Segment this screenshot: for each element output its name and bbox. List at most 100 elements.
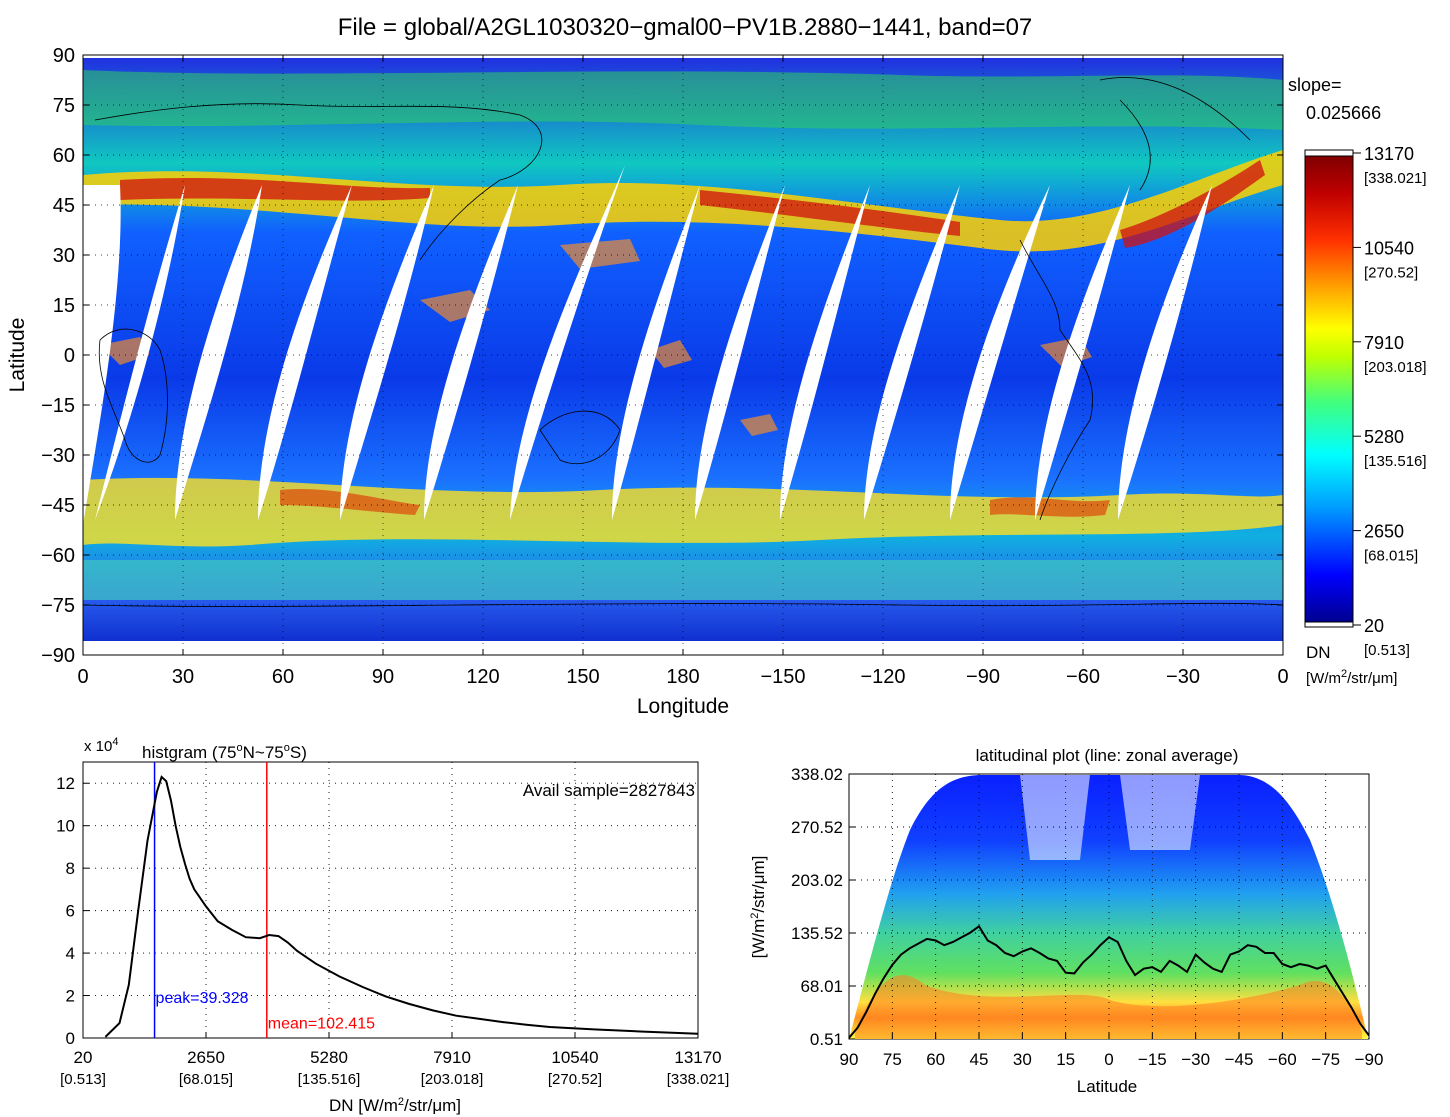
zonal-average-line: [848, 924, 1370, 1039]
map-x-tick-label: −150: [760, 666, 805, 688]
histogram-x-tick-label: 5280: [310, 1048, 348, 1067]
map-y-tick-label: 30: [53, 245, 75, 267]
latitudinal-x-ticks: 90 75 60 45 30 15 0 −15 −30 −45 −60 −75 −90: [840, 1033, 1384, 1069]
latitudinal-x-tick-label: 90: [840, 1050, 859, 1069]
histogram-y-ticks: 0 2 4 6 8 10 12: [56, 774, 89, 1048]
latitudinal-x-tick-label: 30: [1013, 1050, 1032, 1069]
missing-swath: [424, 185, 518, 520]
colorbar-dn-tick-label: 7910: [1364, 333, 1404, 353]
map-y-tick-label: −90: [41, 645, 75, 667]
colorbar-dn-tick-label: 13170: [1364, 144, 1414, 164]
colorbar-dn-tick-label: 2650: [1364, 522, 1404, 542]
missing-swath: [340, 185, 434, 520]
latitudinal-ylabel: [W/m2/str/μm]: [749, 856, 768, 959]
map-y-tick-label: −75: [41, 595, 75, 617]
histogram-x-tick-sublabel: [0.513]: [60, 1071, 106, 1088]
latitudinal-x-tick-label: 45: [970, 1050, 989, 1069]
colorbar-dn-tick-label: 5280: [1364, 427, 1404, 447]
southern-storm-core: [280, 488, 1110, 517]
map-y-tick-label: 45: [53, 195, 75, 217]
northern-storm-band: [83, 150, 1283, 252]
histogram-x-tick-sublabel: [68.015]: [179, 1071, 233, 1088]
latitudinal-panel: latitudinal plot (line: zonal average) 9…: [749, 746, 1383, 1096]
missing-swath: [612, 185, 700, 520]
histogram-x-tick-sublabel: [203.018]: [421, 1071, 484, 1088]
map-x-tick-label: 150: [566, 666, 599, 688]
colorbar-radiance-tick-label: [135.516]: [1364, 453, 1427, 470]
colorbar-dn-tick-label: 10540: [1364, 238, 1414, 258]
missing-swath: [1118, 185, 1212, 520]
histogram-multiplier: x 104: [84, 736, 118, 755]
colorbar-top-cap: [1304, 149, 1354, 157]
histogram-x-tick-label: 10540: [551, 1048, 598, 1067]
latitudinal-x-tick-label: −45: [1225, 1050, 1254, 1069]
histogram-mean-label: mean=102.415: [268, 1015, 375, 1032]
latitudinal-x-tick-label: −15: [1138, 1050, 1167, 1069]
missing-swath: [1035, 185, 1130, 520]
colorbar-gradient: [1304, 155, 1354, 623]
map-y-tick-label: 90: [53, 45, 75, 67]
histogram-y-tick-label: 6: [66, 902, 75, 921]
latitudinal-x-tick-label: −30: [1181, 1050, 1210, 1069]
colorbar-radiance-tick-label: [203.018]: [1364, 359, 1427, 376]
latitudinal-x-tick-label: 75: [883, 1050, 902, 1069]
colorbar-dn-tick-label: 20: [1364, 616, 1384, 636]
map-xlabel: Longitude: [637, 695, 729, 718]
coastlines: [83, 77, 1283, 607]
histogram-curve: [104, 775, 699, 1038]
missing-swath: [175, 185, 262, 520]
histogram-y-tick-label: 10: [56, 817, 75, 836]
latitudinal-density-sparse: [1020, 775, 1200, 860]
slope-label: slope=: [1288, 75, 1342, 95]
map-x-tick-label: 0: [77, 666, 88, 688]
map-x-tick-label: −120: [860, 666, 905, 688]
map-x-tick-label: 60: [272, 666, 294, 688]
missing-swath: [95, 185, 185, 520]
latitudinal-x-tick-label: −90: [1355, 1050, 1384, 1069]
histogram-x-tick-label: 2650: [187, 1048, 225, 1067]
latitudinal-warm-ridge: [855, 975, 1362, 1039]
map-y-tick-label: 15: [53, 295, 75, 317]
map-y-tick-label: 75: [53, 95, 75, 117]
latitudinal-y-tick-label: 0.51: [810, 1030, 843, 1049]
map-y-tick-label: −15: [41, 395, 75, 417]
latitudinal-y-tick-label: 203.02: [791, 871, 843, 890]
histogram-x-tick-sublabel: [135.516]: [298, 1071, 361, 1088]
map-y-tick-label: −60: [41, 545, 75, 567]
colorbar: slope= 0.025666 13170 [338.021] 10540 [270.…: [1288, 75, 1427, 687]
histogram-x-tick-sublabel: [338.021]: [667, 1071, 730, 1088]
latitudinal-y-tick-label: 338.02: [791, 765, 843, 784]
missing-swath: [864, 185, 960, 520]
figure-title: File = global/A2GL1030320−gmal00−PV1B.28…: [338, 14, 1033, 41]
histogram-y-tick-label: 12: [56, 774, 75, 793]
map-x-ticks: 0 30 60 90 120 150 180 −150 −120 −90 −60 −30 0: [77, 55, 1289, 688]
histogram-y-tick-label: 0: [66, 1029, 75, 1048]
map-y-ticks: 90 75 60 45 30 15 0 −15 −30 −45 −60 −75 −90: [41, 45, 1283, 667]
histogram-x-tick-label: 13170: [674, 1048, 721, 1067]
map-x-tick-label: −30: [1166, 666, 1200, 688]
missing-swath: [950, 185, 1050, 520]
latitudinal-y-tick-label: 135.52: [791, 924, 843, 943]
map-x-tick-label: 180: [666, 666, 699, 688]
northern-storm-core: [120, 160, 1265, 248]
map-x-tick-label: 90: [372, 666, 394, 688]
latitudinal-x-tick-label: 0: [1104, 1050, 1113, 1069]
map-y-tick-label: −30: [41, 445, 75, 467]
slope-value: 0.025666: [1306, 103, 1381, 123]
latitudinal-xlabel: Latitude: [1077, 1077, 1138, 1096]
colorbar-radiance-tick-label: [68.015]: [1364, 548, 1418, 565]
latitudinal-title: latitudinal plot (line: zonal average): [976, 746, 1239, 765]
missing-swath: [695, 185, 785, 520]
latitudinal-grid: [849, 774, 1369, 1039]
histogram-y-tick-label: 2: [66, 987, 75, 1006]
global-map: 0 30 60 90 120 150 180 −150 −120 −90 −60 −30 0 90756…: [6, 45, 1289, 718]
latitudinal-x-tick-label: 60: [926, 1050, 945, 1069]
histogram-title: histgram (75oN~75oS): [142, 742, 307, 762]
colorbar-dn-label: DN: [1306, 643, 1331, 662]
histogram-x-ticks: 20 [0.513] 2650 [68.015] 5280 [135.516] 7910 [2…: [60, 1032, 729, 1088]
map-ylabel: Latitude: [6, 318, 29, 393]
histogram-peak-label: peak=39.328: [156, 990, 249, 1007]
histogram-sample-annotation: Avail sample=2827843: [523, 781, 695, 800]
map-x-tick-label: 30: [172, 666, 194, 688]
latitudinal-y-ticks: 0.51 68.01 135.52 203.02 270.52 338.02: [791, 765, 855, 1049]
